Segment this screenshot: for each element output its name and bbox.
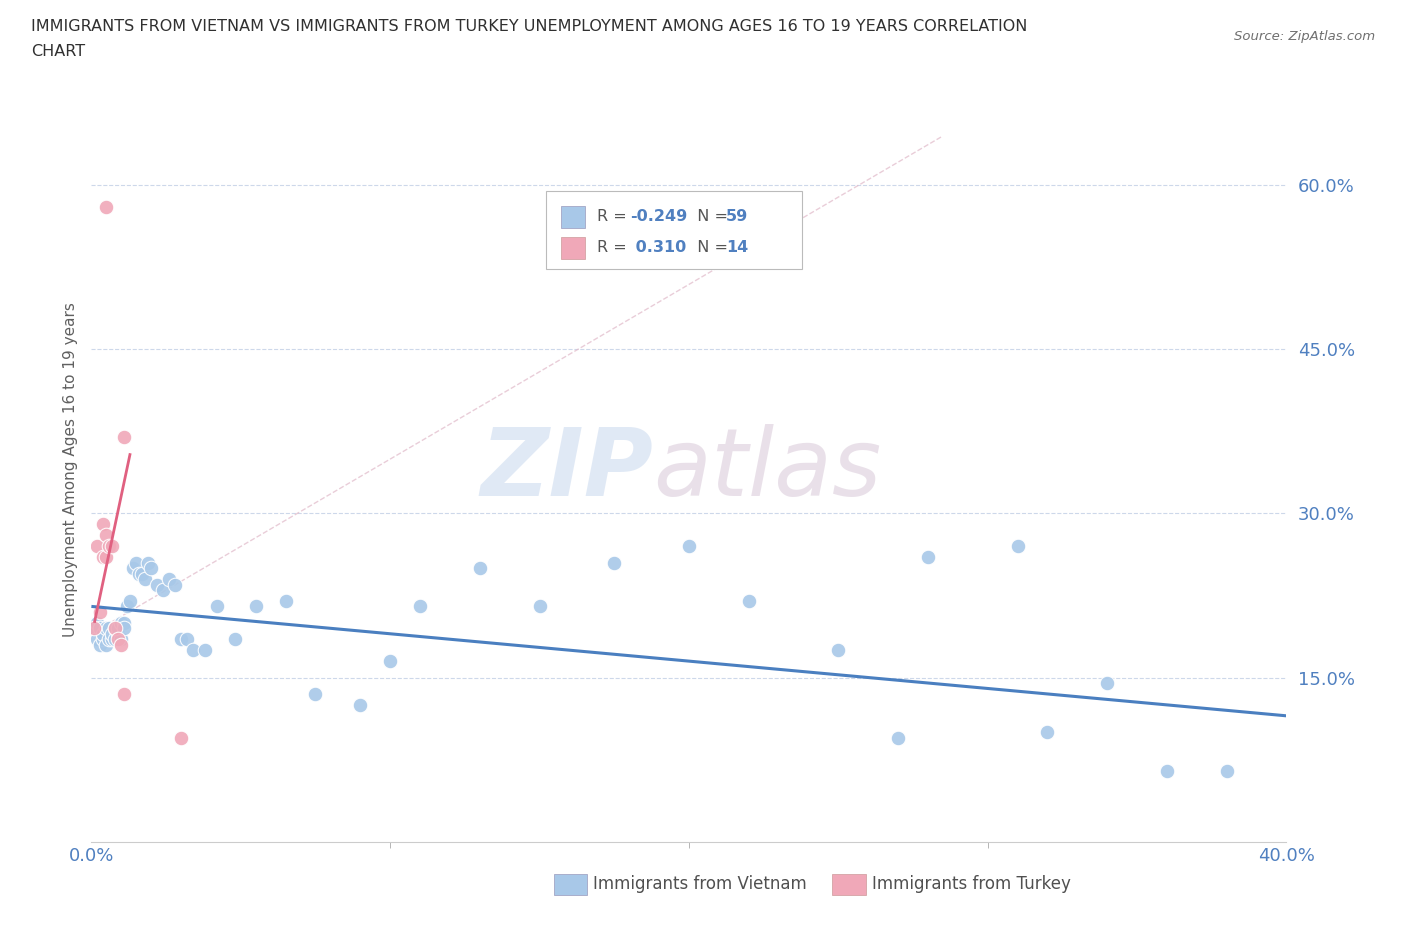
Point [112,686,135,701]
Point [1156,764,1178,778]
Text: ZIP: ZIP [481,424,652,515]
Text: 0.310: 0.310 [630,241,686,256]
Point [83,621,105,636]
Point [181,643,204,658]
Point [112,616,135,631]
Point [96,528,118,543]
Point [110,616,132,631]
Bar [561,237,585,259]
Point [96,621,118,636]
Point [603,555,626,570]
Point [93,550,115,565]
Point [827,643,849,658]
Y-axis label: Unemployment Among Ages 16 to 19 years: Unemployment Among Ages 16 to 19 years [62,302,77,637]
Point [107,631,129,646]
Point [86,616,108,631]
Text: N =: N = [686,241,733,256]
FancyBboxPatch shape [546,191,803,269]
Point [737,593,759,608]
Bar [561,206,585,228]
Point [93,517,115,532]
Text: IMMIGRANTS FROM VIETNAM VS IMMIGRANTS FROM TURKEY UNEMPLOYMENT AMONG AGES 16 TO : IMMIGRANTS FROM VIETNAM VS IMMIGRANTS FR… [31,19,1028,33]
Point [89,637,111,652]
Text: 59: 59 [725,209,748,224]
Point [125,555,148,570]
Text: Source: ZipAtlas.com: Source: ZipAtlas.com [1234,30,1375,43]
Point [104,631,127,646]
Point [1007,538,1029,553]
Bar [832,874,866,896]
Text: atlas: atlas [652,424,882,515]
Point [86,631,108,646]
Point [274,593,297,608]
Point [163,578,186,592]
Point [131,566,153,581]
Point [120,593,142,608]
Point [1216,764,1239,778]
Text: R =: R = [598,241,631,256]
Bar [554,874,588,896]
Point [112,621,135,636]
Point [110,637,132,652]
Point [98,631,121,646]
Point [917,550,939,565]
Point [101,538,124,553]
Point [107,626,129,641]
Text: R =: R = [598,209,631,224]
Point [98,538,121,553]
Point [101,626,124,641]
Point [134,572,156,587]
Point [104,621,127,636]
Point [678,538,700,553]
Point [152,582,174,597]
Point [170,631,193,646]
Point [104,621,127,636]
Point [110,631,132,646]
Point [89,621,111,636]
Point [128,566,150,581]
Text: Immigrants from Turkey: Immigrants from Turkey [872,875,1070,893]
Point [529,599,551,614]
Point [96,637,118,652]
Point [245,599,267,614]
Point [468,561,491,576]
Point [157,572,180,587]
Point [170,730,193,745]
Point [887,730,910,745]
Text: CHART: CHART [31,44,84,59]
Point [101,631,124,646]
Point [304,686,326,701]
Point [122,561,145,576]
Text: N =: N = [686,209,733,224]
Point [98,621,121,636]
Point [146,578,169,592]
Point [380,654,402,669]
Point [141,561,163,576]
Point [83,621,105,636]
Text: Immigrants from Vietnam: Immigrants from Vietnam [593,875,807,893]
Point [205,599,228,614]
Text: 14: 14 [725,241,748,256]
Point [1097,675,1119,690]
Point [112,430,135,445]
Point [136,555,159,570]
Point [349,698,371,712]
Point [409,599,432,614]
Point [96,200,118,215]
Point [115,599,138,614]
Point [93,626,115,641]
Text: -0.249: -0.249 [630,209,688,224]
Point [86,538,108,553]
Point [93,631,115,646]
Point [1036,724,1059,739]
Point [176,631,198,646]
Point [224,631,246,646]
Point [89,604,111,619]
Point [107,621,129,636]
Point [96,550,118,565]
Point [194,643,217,658]
